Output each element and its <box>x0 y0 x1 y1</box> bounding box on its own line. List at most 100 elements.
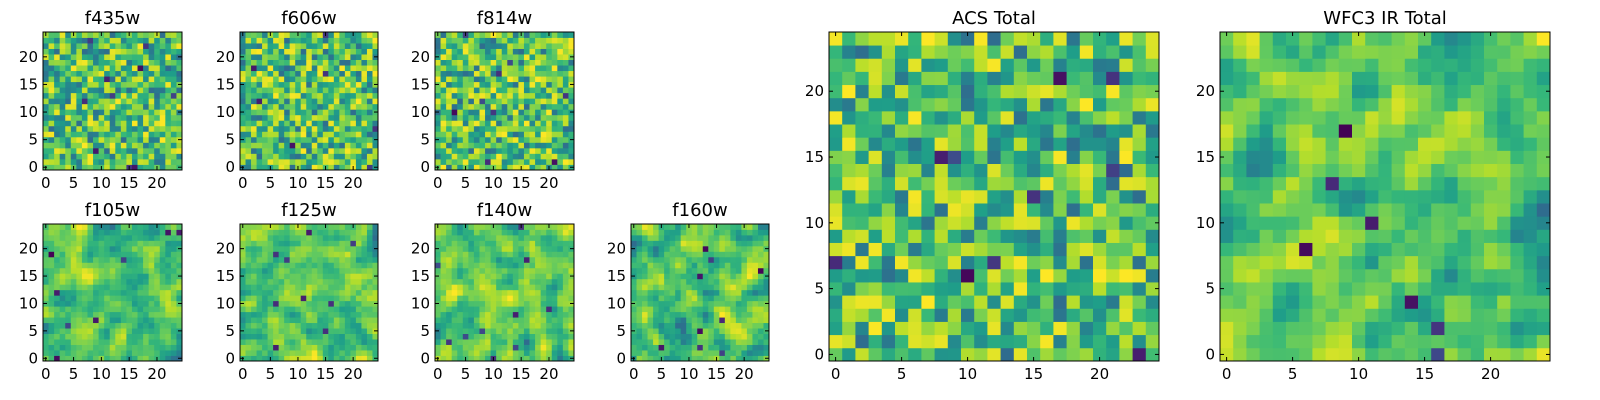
heatmap-cell <box>1053 347 1067 362</box>
heatmap-cell <box>350 306 357 313</box>
heatmap-cell <box>546 289 553 296</box>
heatmap-cell <box>675 350 682 356</box>
heatmap-cell <box>350 278 357 285</box>
panel-title: f160w <box>672 200 727 221</box>
heatmap-cell <box>256 229 263 236</box>
heatmap-cell <box>546 114 553 121</box>
heatmap-cell <box>300 344 307 351</box>
heatmap-cell <box>273 76 280 83</box>
heatmap-cell <box>446 333 453 340</box>
heatmap-cell <box>355 32 362 38</box>
heatmap-cell <box>115 284 122 291</box>
heatmap-cell <box>159 48 166 55</box>
heatmap-cell <box>669 317 676 324</box>
heatmap-cell <box>1027 176 1041 191</box>
heatmap-cell <box>512 120 519 127</box>
heatmap-cell <box>669 229 676 236</box>
heatmap-cell <box>653 234 659 241</box>
heatmap-cell <box>735 339 742 345</box>
heatmap-cell <box>642 344 648 351</box>
heatmap-cell <box>350 284 357 291</box>
heatmap-cell <box>54 295 61 302</box>
heatmap-cell <box>557 87 564 94</box>
heatmap-cell <box>137 158 144 165</box>
heatmap-cell <box>457 92 464 99</box>
heatmap-cell <box>65 317 72 324</box>
heatmap-cell <box>512 109 519 116</box>
heatmap-cell <box>361 136 368 143</box>
heatmap-cell <box>284 158 291 165</box>
heatmap-cell <box>350 131 357 138</box>
heatmap-cell <box>81 273 88 280</box>
heatmap-cell <box>54 256 61 263</box>
heatmap-cell <box>361 114 368 121</box>
heatmap-cell <box>355 295 362 302</box>
heatmap-cell <box>451 37 458 44</box>
heatmap-cell <box>372 284 379 291</box>
heatmap-cell <box>87 350 94 356</box>
heatmap-cell <box>148 256 155 263</box>
heatmap-cell <box>159 328 166 334</box>
heatmap-cell <box>1119 229 1133 243</box>
heatmap-cell <box>540 267 547 274</box>
heatmap-cell <box>702 224 709 230</box>
heatmap-cell <box>333 295 340 302</box>
heatmap-cell <box>81 278 88 285</box>
heatmap-cell <box>501 98 508 105</box>
heatmap-cell <box>154 120 161 127</box>
heatmap-cell <box>120 65 127 72</box>
heatmap-cell <box>691 339 698 345</box>
heatmap-cell <box>741 273 748 280</box>
heatmap-cell <box>1027 189 1041 204</box>
heatmap-cell <box>306 256 313 263</box>
heatmap-cell <box>440 87 447 94</box>
heatmap-cell <box>501 65 508 72</box>
heatmap-cell <box>278 48 285 55</box>
heatmap-cell <box>154 70 161 77</box>
heatmap-cell <box>273 311 280 318</box>
heatmap-cell <box>109 273 116 280</box>
heatmap-cell <box>473 289 480 296</box>
heatmap-cell <box>468 114 475 121</box>
heatmap-cell <box>523 350 530 356</box>
heatmap-cell <box>961 229 975 243</box>
heatmap-cell <box>154 81 161 88</box>
heatmap-cell <box>518 251 525 258</box>
heatmap-cell <box>284 339 291 345</box>
heatmap-cell <box>165 234 172 241</box>
heatmap-cell <box>126 267 133 274</box>
heatmap-cell <box>468 317 475 324</box>
heatmap-cell <box>479 256 486 263</box>
heatmap-cell <box>523 48 530 55</box>
heatmap-cell <box>109 142 116 149</box>
heatmap-cell <box>267 70 274 77</box>
heatmap-cell <box>658 311 665 318</box>
heatmap-cell <box>76 54 83 60</box>
heatmap-cell <box>262 322 268 329</box>
heatmap-cell <box>490 328 497 334</box>
heatmap-cell <box>496 98 503 105</box>
heatmap-cell <box>339 48 346 55</box>
axes-frame <box>42 223 183 362</box>
heatmap-cell <box>137 289 144 296</box>
heatmap-cell <box>93 125 99 132</box>
heatmap-cell <box>120 240 127 247</box>
heatmap-cell <box>366 76 373 83</box>
heatmap-cell <box>636 322 643 329</box>
x-tick-label: 0 <box>238 174 248 192</box>
heatmap-cell <box>109 87 116 94</box>
heatmap-cell <box>435 317 441 324</box>
heatmap-cell <box>333 120 340 127</box>
heatmap-cell <box>479 103 486 110</box>
heatmap-cell <box>366 300 373 307</box>
heatmap-cell <box>1000 203 1015 217</box>
heatmap-cell <box>115 92 122 99</box>
heatmap-cell <box>43 98 49 105</box>
heatmap-cell <box>245 251 252 258</box>
heatmap-cell <box>115 240 122 247</box>
heatmap-cell <box>855 321 869 336</box>
heatmap-cell <box>462 256 469 263</box>
heatmap-cell <box>306 289 313 296</box>
heatmap-cell <box>934 282 949 296</box>
heatmap-cell <box>562 339 569 345</box>
